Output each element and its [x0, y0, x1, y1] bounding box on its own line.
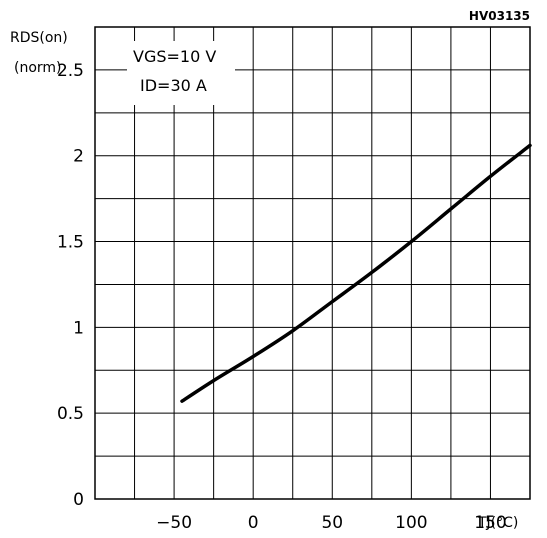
x-tick-label: 50 [321, 513, 343, 533]
conditions-box-bg [127, 41, 235, 105]
y-tick-label: 1 [73, 318, 84, 338]
x-tick-label: 100 [395, 513, 427, 533]
y-axis-unit: (norm) [14, 60, 62, 76]
condition-id: ID=30 A [140, 76, 207, 95]
y-tick-label: 0 [73, 490, 84, 510]
x-tick-label: −50 [156, 513, 192, 533]
series-line [180, 143, 532, 403]
grid [95, 27, 530, 499]
x-axis-label: TJ(°C) [477, 515, 518, 531]
x-tick-labels: −50 0 50 100 150 [156, 513, 507, 533]
x-tick-label: 0 [248, 513, 259, 533]
plot-frame [94, 26, 531, 500]
y-tick-label: 1.5 [57, 233, 84, 253]
y-tick-label: 0.5 [57, 404, 84, 424]
y-tick-label: 2 [73, 147, 84, 167]
y-tick-labels: 0 0.5 1 1.5 2 2.5 [57, 61, 84, 510]
x-tick-label: 150 [474, 513, 506, 533]
condition-vgs: VGS=10 V [133, 47, 216, 66]
y-tick-label: 2.5 [57, 61, 84, 81]
y-axis-label: RDS(on) [10, 30, 68, 46]
figure-code: HV03135 [469, 9, 530, 23]
